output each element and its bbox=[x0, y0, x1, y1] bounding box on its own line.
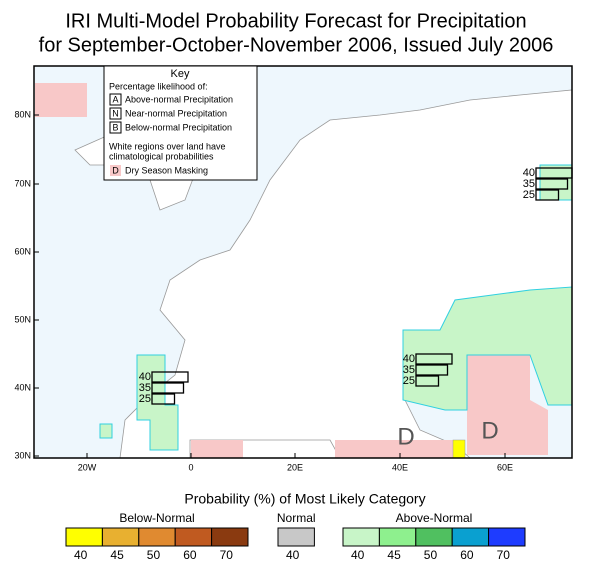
key-subtitle: Percentage likelihood of: bbox=[109, 81, 208, 91]
above-normal-region bbox=[402, 286, 573, 411]
legend-group-name: Above-Normal bbox=[396, 511, 473, 525]
lat-label: 40N bbox=[14, 382, 31, 392]
legend-swatch bbox=[488, 527, 526, 547]
legend-swatch bbox=[211, 527, 249, 547]
legend-swatch bbox=[451, 527, 490, 547]
key-letter: N bbox=[112, 108, 119, 118]
legend-swatch bbox=[138, 527, 176, 547]
legend-label: 40 bbox=[74, 548, 88, 562]
key-letter: A bbox=[112, 94, 118, 104]
lon-label: 60E bbox=[497, 462, 513, 472]
lat-label: 30N bbox=[14, 450, 31, 460]
legend-label: 40 bbox=[351, 548, 365, 562]
lon-label: 20W bbox=[78, 462, 97, 472]
probability-label: 25 bbox=[403, 375, 415, 387]
key-label: Near-normal Precipitation bbox=[125, 108, 227, 118]
key: Key Percentage likelihood of: White regi… bbox=[103, 65, 258, 181]
legend-swatch bbox=[378, 527, 417, 547]
legend-label: 70 bbox=[497, 548, 511, 562]
lon-label: 40E bbox=[392, 462, 408, 472]
lon-label: 0 bbox=[188, 462, 193, 472]
legend-label: 60 bbox=[183, 548, 197, 562]
legend-swatch bbox=[174, 527, 213, 547]
probability-bar bbox=[535, 189, 560, 201]
key-box bbox=[103, 65, 258, 181]
map-frame bbox=[33, 65, 573, 459]
key-letter-box bbox=[109, 93, 122, 106]
dry-mask bbox=[335, 440, 455, 458]
probability-label: 40 bbox=[139, 371, 151, 383]
legend-title: Probability (%) of Most Likely Category bbox=[184, 491, 425, 507]
probability-label: 35 bbox=[403, 364, 415, 376]
title: for September-October-November 2006, Iss… bbox=[39, 34, 554, 56]
dry-label: D bbox=[481, 417, 498, 444]
lat-label: 60N bbox=[14, 246, 31, 256]
probability-bar bbox=[415, 364, 449, 376]
lat-label: 80N bbox=[14, 109, 31, 119]
dry-mask bbox=[35, 83, 87, 117]
probability-label: 25 bbox=[139, 393, 151, 405]
key-label: Above-normal Precipitation bbox=[125, 94, 233, 104]
probability-bar bbox=[151, 382, 185, 394]
key-note: White regions over land have bbox=[109, 141, 226, 151]
legend-label: 50 bbox=[147, 548, 161, 562]
probability-label: 25 bbox=[523, 189, 535, 201]
above-normal-region bbox=[99, 423, 113, 439]
dry-label: D bbox=[397, 423, 414, 450]
probability-bar bbox=[415, 353, 453, 365]
lat-label: 50N bbox=[14, 314, 31, 324]
probability-label: 35 bbox=[523, 178, 535, 190]
legend-label: 40 bbox=[286, 548, 300, 562]
legend-swatch bbox=[65, 527, 103, 547]
key-note: climatological probabilities bbox=[109, 151, 214, 161]
title: IRI Multi-Model Probability Forecast for… bbox=[65, 10, 526, 32]
below-normal-region bbox=[452, 439, 466, 459]
legend-swatch bbox=[277, 527, 315, 547]
legend-label: 50 bbox=[424, 548, 438, 562]
legend-swatch bbox=[415, 527, 453, 547]
probability-label: 40 bbox=[523, 167, 535, 179]
probability-bar bbox=[535, 167, 573, 179]
probability-label: 40 bbox=[403, 353, 415, 365]
above-normal-region bbox=[539, 164, 573, 201]
legend-swatch bbox=[101, 527, 140, 547]
key-letter: D bbox=[112, 165, 119, 175]
legend-swatch bbox=[342, 527, 380, 547]
probability-bar bbox=[151, 371, 189, 383]
probability-bar bbox=[535, 178, 569, 190]
key-letter-box bbox=[109, 107, 122, 120]
legend-label: 70 bbox=[220, 548, 234, 562]
lat-label: 70N bbox=[14, 178, 31, 188]
dry-mask bbox=[191, 440, 243, 458]
key-label: Below-normal Precipitation bbox=[125, 122, 232, 132]
key-letter: B bbox=[112, 122, 118, 132]
legend-group-name: Normal bbox=[277, 511, 316, 525]
probability-bar bbox=[415, 375, 440, 387]
lon-label: 20E bbox=[287, 462, 303, 472]
legend-label: 45 bbox=[387, 548, 401, 562]
probability-bar bbox=[151, 393, 176, 405]
probability-label: 35 bbox=[139, 382, 151, 394]
dry-mask bbox=[467, 355, 548, 455]
key-title: Key bbox=[171, 68, 190, 80]
legend-group-name: Below-Normal bbox=[119, 511, 194, 525]
legend-label: 45 bbox=[110, 548, 124, 562]
map bbox=[33, 65, 573, 459]
key-label: Dry Season Masking bbox=[125, 165, 208, 175]
key-dry-swatch bbox=[110, 165, 121, 176]
legend-label: 60 bbox=[460, 548, 474, 562]
key-letter-box bbox=[109, 121, 122, 134]
